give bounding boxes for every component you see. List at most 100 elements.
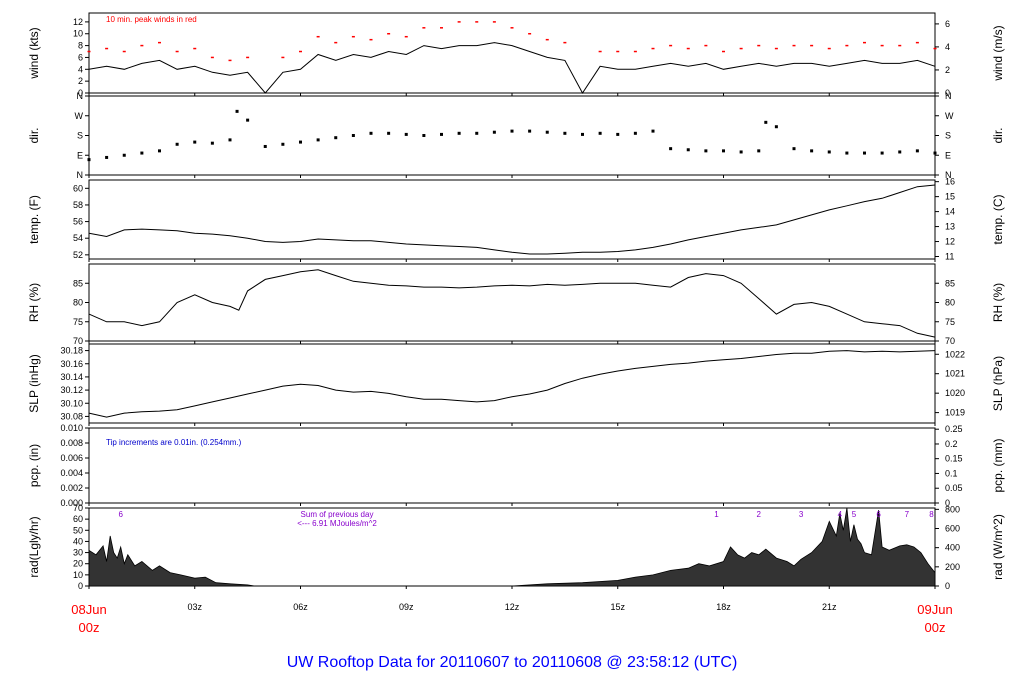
dir-point — [228, 138, 232, 142]
pcp-ytick-label-right: 0.25 — [945, 424, 963, 434]
wind-peak-mark — [158, 41, 161, 44]
slp-ytick-label-right: 1021 — [945, 369, 965, 379]
rad-ylabel-left: rad(Lgly/hr) — [27, 516, 41, 577]
dir-ytick-label-right: N — [945, 170, 952, 180]
dir-point — [422, 134, 426, 137]
wind-peak-mark — [774, 47, 778, 50]
x-end-time: 00z — [925, 620, 946, 635]
dir-ytick-label-left: S — [77, 131, 83, 141]
rad-series-area — [88, 507, 936, 587]
x-start-date: 08Jun — [71, 602, 106, 617]
wind-peak-mark — [739, 47, 743, 50]
x-end-date: 09Jun — [917, 602, 952, 617]
temp-ytick-label-right: 11 — [945, 252, 954, 262]
wind-ytick-label-left: 10 — [73, 29, 83, 39]
dir-point — [122, 153, 126, 157]
pcp-ylabel-left: pcp. (in) — [27, 444, 41, 487]
wind-ytick-label-right: 2 — [945, 65, 950, 75]
dir-point — [510, 129, 514, 133]
dir-point — [581, 132, 584, 136]
dir-point — [457, 131, 461, 135]
temp-ylabel-right: temp. (C) — [991, 194, 1005, 244]
dir-point — [669, 147, 673, 151]
temp-series-line — [88, 184, 936, 255]
dir-point — [140, 151, 144, 155]
pcp-ytick-label-right: 0 — [945, 498, 950, 508]
dir-point — [193, 140, 197, 144]
dir-panel-frame — [88, 95, 936, 176]
rad-hour-marker: 2 — [757, 510, 762, 519]
wind-peak-mark — [898, 44, 902, 47]
rad-ytick-label-left: 0 — [78, 581, 83, 591]
wind-peak-mark — [722, 50, 725, 53]
rad-ytick-label-right: 600 — [945, 524, 960, 534]
rh-ytick-label-right: 75 — [945, 317, 955, 327]
dir-point — [210, 141, 214, 145]
rad-ytick-label-right: 400 — [945, 543, 960, 553]
dir-point — [739, 150, 743, 154]
wind-peak-mark — [598, 50, 602, 53]
wind-peak-mark — [616, 50, 620, 53]
wind-ylabel-right: wind (m/s) — [991, 25, 1005, 81]
dir-point — [475, 131, 479, 135]
wind-peak-mark — [863, 41, 866, 44]
wind-peak-mark — [246, 56, 250, 59]
temp-ytick-label-left: 52 — [73, 250, 83, 260]
temp-ytick-label-left: 58 — [73, 200, 83, 210]
chart-title: UW Rooftop Data for 20110607 to 20110608… — [287, 654, 738, 671]
temp-ytick-label-right: 13 — [945, 222, 955, 232]
rh-ytick-label-left: 85 — [73, 278, 83, 288]
wind-peak-mark — [933, 47, 937, 50]
rad-hour-marker: 6 — [876, 510, 881, 519]
dir-point — [651, 129, 655, 133]
wind-peak-mark — [351, 35, 355, 38]
rad-ytick-label-right: 200 — [945, 562, 960, 572]
x-tick-label: 03z — [187, 602, 202, 612]
wind-ytick-label-right: 0 — [945, 88, 950, 98]
dir-point — [845, 151, 849, 155]
wind-peak-mark — [440, 27, 443, 29]
temp-ytick-label-left: 54 — [73, 233, 83, 243]
rad-hour-marker: 3 — [799, 510, 804, 519]
wind-peak-mark — [334, 41, 338, 44]
pcp-ylabel-right: pcp. (mm) — [991, 438, 1005, 492]
dir-point — [281, 142, 285, 146]
dir-ytick-label-left: N — [77, 170, 84, 180]
dir-point — [704, 149, 708, 153]
x-tick-label: 21z — [822, 602, 837, 612]
rad-ytick-label-left: 60 — [73, 514, 83, 524]
rh-series-line — [88, 269, 936, 338]
wind-peak-mark — [281, 56, 285, 59]
wind-peak-mark — [175, 50, 179, 53]
wind-peak-mark — [193, 47, 197, 50]
wind-ylabel-left: wind (kts) — [27, 27, 41, 79]
wind-peak-mark — [492, 21, 496, 23]
wind-peak-mark — [475, 21, 479, 23]
pcp-ytick-label-right: 0.05 — [945, 483, 963, 493]
wind-peak-mark — [880, 44, 884, 47]
dir-ytick-label-right: S — [945, 131, 951, 141]
dir-point — [598, 131, 602, 135]
wind-peak-mark — [422, 27, 426, 29]
temp-ytick-label-right: 15 — [945, 192, 955, 202]
pcp-ytick-label-right: 0.15 — [945, 454, 963, 464]
rh-ytick-label-left: 80 — [73, 298, 83, 308]
wind-peak-mark — [369, 38, 373, 41]
wind-ytick-label-left: 4 — [78, 64, 83, 74]
dir-point — [774, 125, 778, 129]
slp-ytick-label-right: 1020 — [945, 388, 965, 398]
dir-point — [492, 130, 496, 134]
dir-point — [633, 131, 637, 135]
rad-hour-marker: 8 — [929, 510, 934, 519]
x-tick-label: 12z — [505, 602, 520, 612]
dir-point — [528, 129, 532, 133]
dir-ytick-label-right: E — [945, 150, 951, 160]
x-tick-label: 18z — [716, 602, 731, 612]
slp-ytick-label-left: 30.14 — [60, 372, 83, 382]
rad-ylabel-right: rad (W/m^2) — [991, 514, 1005, 580]
slp-ytick-label-left: 30.16 — [60, 359, 83, 369]
wind-peak-mark — [105, 47, 109, 50]
slp-ytick-label-left: 30.12 — [60, 385, 83, 395]
dir-point — [863, 151, 866, 155]
rad-ytick-label-left: 40 — [73, 536, 83, 546]
